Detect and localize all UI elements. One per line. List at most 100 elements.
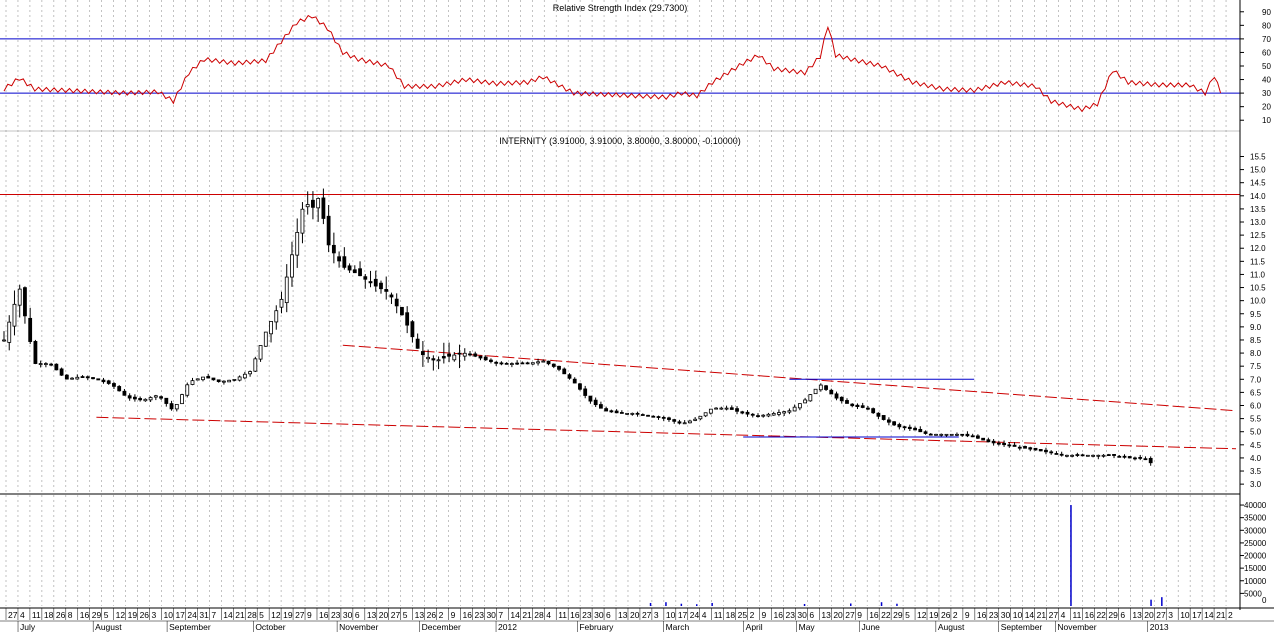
candle-body <box>1148 457 1153 464</box>
candle-body <box>661 416 666 419</box>
x-month-label: September <box>1001 622 1043 632</box>
candle-body <box>557 365 561 370</box>
candle-body <box>447 353 451 357</box>
candle-body <box>546 360 551 365</box>
candle-body <box>410 321 415 338</box>
candle-body <box>504 362 509 365</box>
x-day-label: 6 <box>606 610 611 620</box>
price-title: INTERNITY (3.91000, 3.91000, 3.80000, 3.… <box>499 136 741 146</box>
price-tick-label: 8.5 <box>1250 336 1262 345</box>
price-tick-label: 15.5 <box>1250 152 1266 161</box>
x-day-label: 16 <box>869 610 879 620</box>
candle-body <box>672 419 677 422</box>
candle-body <box>295 231 300 256</box>
price-tick-label: 8.0 <box>1250 349 1262 358</box>
candle-body <box>420 351 425 356</box>
candle-body <box>363 276 368 280</box>
candle-body <box>682 422 687 425</box>
x-day-label: 29 <box>1108 610 1118 620</box>
candle-body <box>468 353 472 356</box>
price-tick-label: 9.5 <box>1250 310 1262 319</box>
x-day-label: 14 <box>1204 610 1214 620</box>
candle-body <box>59 368 64 376</box>
candle-body <box>1085 454 1090 457</box>
x-day-label: 2 <box>953 610 958 620</box>
price-tick-label: 6.0 <box>1250 402 1262 411</box>
candle-body <box>2 339 6 342</box>
x-day-label: 14 <box>1025 610 1035 620</box>
x-day-label: 30 <box>1001 610 1011 620</box>
x-month-label: September <box>169 622 211 632</box>
rsi-level-lines <box>0 38 1240 94</box>
candle-body <box>656 416 661 418</box>
candle-body <box>975 435 980 439</box>
candle-body <box>923 431 928 434</box>
rsi-tick-label: 60 <box>1262 48 1271 57</box>
candle-body <box>316 198 321 209</box>
candle-body <box>960 433 965 436</box>
candle-body <box>797 403 802 409</box>
x-day-label: 28 <box>534 610 544 620</box>
price-tick-label: 4.0 <box>1250 454 1262 463</box>
x-month-label: February <box>579 622 614 632</box>
candle-body <box>242 373 247 379</box>
x-day-label: 22 <box>881 610 891 620</box>
x-day-label: 22 <box>1096 610 1106 620</box>
volume-bar <box>850 603 852 606</box>
rsi-tick-label: 30 <box>1262 89 1271 98</box>
x-month-label: 2013 <box>1150 622 1169 632</box>
candle-body <box>1143 458 1148 461</box>
x-day-label: 23 <box>474 610 484 620</box>
rsi-panel: Relative Strength Index (29.7300) 10 20 30… <box>0 3 1271 125</box>
price-tick-label: 9.0 <box>1250 323 1262 332</box>
x-day-label: 9 <box>965 610 970 620</box>
x-day-label: 12 <box>917 610 927 620</box>
candle-body <box>572 378 577 384</box>
candle-body <box>279 298 284 308</box>
candle-body <box>17 288 22 306</box>
candle-body <box>509 363 514 365</box>
candle-body <box>33 341 38 364</box>
rsi-tick-label: 50 <box>1262 62 1271 71</box>
candle-body <box>745 411 750 415</box>
candle-body <box>866 407 870 410</box>
x-day-label: 27 <box>8 610 18 620</box>
candle-body <box>441 356 446 359</box>
candle-body <box>818 384 823 391</box>
candle-body <box>331 244 336 254</box>
candle-body <box>164 397 169 404</box>
candle-body <box>1101 454 1106 457</box>
x-day-label: 16 <box>1085 610 1095 620</box>
candle-body <box>75 376 80 380</box>
price-tick-label: 4.5 <box>1250 441 1262 450</box>
candle-body <box>106 380 111 384</box>
trendlines <box>96 344 1237 450</box>
volume-tick-label: 5000 <box>1244 589 1262 598</box>
candle-body <box>12 303 17 327</box>
x-day-label: 30 <box>343 610 353 620</box>
x-month-label: November <box>1057 622 1096 632</box>
candle-body <box>782 411 787 414</box>
candle-body <box>1054 453 1059 455</box>
x-day-label: 6 <box>355 610 360 620</box>
candle-body <box>389 294 394 298</box>
candle-body <box>986 439 991 443</box>
candle-body <box>771 413 776 416</box>
candle-body <box>918 428 923 433</box>
price-tick-label: 11.5 <box>1250 257 1266 266</box>
candle-body <box>122 390 127 396</box>
candle-body <box>127 395 132 399</box>
candle-body <box>845 400 849 404</box>
candle-body <box>138 398 143 401</box>
rsi-tick-label: 10 <box>1262 116 1271 125</box>
candle-body <box>284 276 289 304</box>
candle-body <box>117 386 122 392</box>
candle-body <box>860 405 865 408</box>
candle-body <box>342 256 347 268</box>
candle-body <box>499 362 504 365</box>
candle-body <box>808 394 813 402</box>
candle-body <box>1138 457 1143 459</box>
price-tick-label: 14.5 <box>1250 179 1266 188</box>
trendline <box>342 344 1237 412</box>
